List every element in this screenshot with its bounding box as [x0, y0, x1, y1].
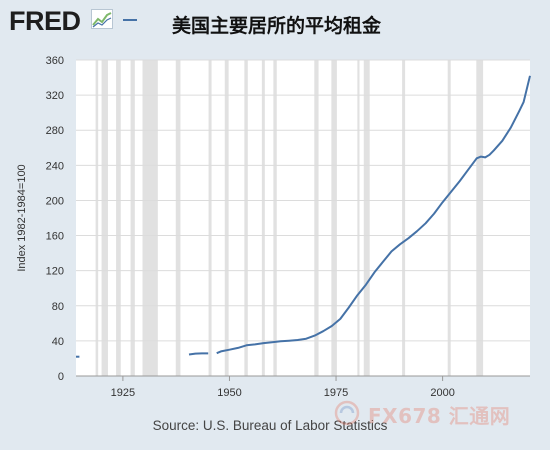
watermark-text: FX678 汇通网 — [368, 404, 511, 428]
y-tick-label: 120 — [46, 266, 64, 278]
recession-band — [142, 60, 158, 376]
y-axis-label: Index 1982-1984=100 — [16, 164, 28, 271]
y-tick-label: 240 — [46, 160, 64, 172]
recession-band — [261, 60, 265, 376]
series-line-segment — [216, 75, 531, 355]
recession-band — [357, 60, 360, 376]
recession-band — [476, 60, 484, 376]
chart-title: 美国主要居所的平均租金 — [172, 15, 382, 37]
recession-band — [331, 60, 337, 376]
watermark: FX678 汇通网 — [332, 398, 542, 428]
y-tick-label: 160 — [46, 231, 64, 243]
recession-band — [224, 60, 229, 376]
chart-header: FRED 美国主要居所的平均租金 — [0, 0, 550, 48]
recession-band — [208, 60, 212, 376]
x-tick-label: 1950 — [217, 387, 241, 399]
recession-band — [273, 60, 277, 376]
recession-band — [402, 60, 406, 376]
series-legend-swatch — [123, 19, 137, 21]
series-line-segment — [188, 352, 209, 356]
recession-band — [116, 60, 121, 376]
y-tick-label: 320 — [46, 90, 64, 102]
recession-band — [363, 60, 370, 376]
plot-area: 0 40 80 120 160 200 240 280 320 360 1925 1950 1975 20… — [16, 55, 531, 399]
y-tick-label: 360 — [46, 55, 64, 67]
recession-band — [244, 60, 248, 376]
recession-band — [175, 60, 181, 376]
recession-band — [447, 60, 451, 376]
line-chart-icon — [91, 9, 113, 29]
recession-band — [130, 60, 135, 376]
y-tick-label: 200 — [46, 195, 64, 207]
fred-logo[interactable]: FRED — [9, 6, 81, 36]
x-tick-label: 2000 — [430, 387, 454, 399]
swirl-logo-icon — [334, 400, 360, 426]
recession-band — [101, 60, 108, 376]
x-tick-label: 1925 — [111, 387, 135, 399]
y-tick-label: 0 — [58, 371, 64, 383]
recession-band — [95, 60, 99, 376]
source-note: Source: U.S. Bureau of Labor Statistics — [152, 418, 388, 433]
y-tick-label: 280 — [46, 125, 64, 137]
recession-band — [314, 60, 319, 376]
x-tick-label: 1975 — [324, 387, 348, 399]
y-tick-label: 80 — [52, 301, 64, 313]
y-tick-label: 40 — [52, 336, 64, 348]
